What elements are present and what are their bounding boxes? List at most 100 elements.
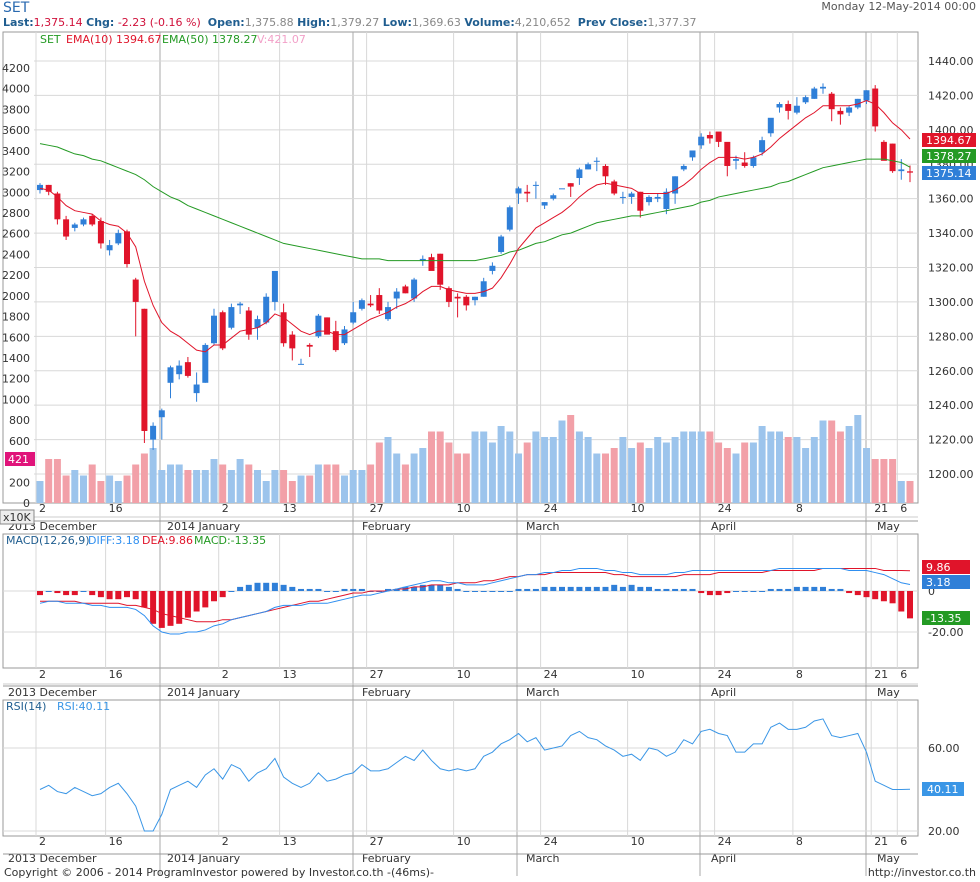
candle-body	[802, 97, 809, 103]
macd-bar	[445, 586, 452, 591]
rsi-panel-day-label: 24	[718, 835, 732, 848]
macd-bar	[846, 591, 853, 594]
ema50-line	[39, 143, 911, 262]
macd-bar	[863, 591, 870, 598]
rsi-line	[39, 718, 911, 832]
candle-body	[646, 196, 652, 203]
candle-body	[37, 184, 43, 191]
candle-body	[733, 159, 739, 161]
macd-tick-label: -20.00	[928, 626, 963, 639]
candle-body	[663, 191, 670, 209]
volume-tick-label: 2000	[2, 290, 30, 303]
site-link[interactable]: http://investor.co.th	[867, 866, 976, 879]
candle-body	[298, 363, 304, 365]
macd-legend-name: MACD(12,26,9)	[6, 534, 90, 547]
volume-tick-label: 2200	[2, 269, 30, 282]
macd-bar	[97, 591, 104, 598]
volume-bar	[280, 470, 288, 503]
macd-bar	[219, 591, 226, 598]
price-panel-month-label: March	[526, 520, 560, 533]
macd-panel-day-label: 8	[796, 668, 803, 681]
rsi-panel-day-label: 27	[370, 835, 384, 848]
volume-bar	[36, 481, 44, 503]
macd-bar	[358, 588, 365, 591]
rsi-panel-month-label: April	[711, 852, 736, 865]
candle-body	[350, 312, 357, 323]
macd-bar	[619, 586, 626, 591]
volume-bar	[758, 426, 766, 503]
open-value: 1,375.88	[244, 16, 294, 29]
legend-symbol: SET	[40, 33, 61, 46]
macd-bar	[489, 591, 496, 592]
volume-bar	[619, 437, 627, 503]
volume-bar	[332, 464, 340, 503]
candle-body	[71, 224, 78, 228]
macd-bar	[767, 588, 774, 591]
candle-body	[750, 157, 757, 166]
price-tick-label: 1320.00	[928, 262, 974, 275]
volume-bar	[549, 437, 557, 503]
candle-body	[437, 253, 444, 285]
macd-bar	[872, 591, 879, 600]
candle-body	[793, 105, 800, 113]
volume-bar	[680, 431, 688, 503]
diff-line	[39, 567, 911, 635]
macd-bar	[837, 588, 844, 591]
macd-panel-day-label: 27	[370, 668, 384, 681]
macd-bar	[654, 588, 661, 591]
macd-bar	[393, 588, 400, 591]
macd-bar	[63, 591, 70, 596]
macd-bar	[254, 582, 261, 591]
volume-bar	[593, 453, 601, 503]
volume-bar	[193, 470, 201, 503]
candle-body	[776, 104, 783, 108]
volume-bar	[488, 442, 496, 503]
candle-body	[428, 257, 435, 271]
volume-bar	[132, 464, 140, 503]
legend-volume: V:421.07	[257, 33, 306, 46]
macd-bar	[306, 588, 313, 591]
macd-bar	[341, 588, 348, 591]
macd-bar	[628, 584, 635, 591]
candle-body	[680, 165, 687, 170]
price-tick-label: 1420.00	[928, 89, 974, 102]
volume-bar	[575, 431, 583, 503]
price-tick-label: 1240.00	[928, 399, 974, 412]
datetime: Monday 12-May-2014 00:00	[821, 0, 976, 13]
volume-tick-label: 1400	[2, 352, 30, 365]
price-panel-month-label: April	[711, 520, 736, 533]
volume-bar	[158, 470, 166, 503]
candle-body	[689, 150, 696, 158]
candle-body	[628, 193, 635, 197]
candle-body	[472, 296, 478, 301]
price-panel-day-label: 21	[874, 502, 888, 515]
high-value: 1,379.27	[330, 16, 380, 29]
macd-bar	[54, 591, 61, 594]
volume-bar	[471, 431, 479, 503]
macd-bar	[141, 591, 148, 608]
volume-badge	[5, 452, 35, 466]
volume-bar	[558, 420, 566, 503]
volume-bar	[384, 437, 392, 503]
macd-bar	[907, 591, 913, 619]
candle-body	[115, 233, 122, 244]
volume-bar	[349, 470, 357, 503]
volume-tick-label: 0	[23, 497, 30, 510]
volume-tick-label: 600	[9, 435, 30, 448]
volume-bar	[123, 475, 131, 503]
candle-body	[515, 188, 522, 194]
candle-body	[158, 410, 165, 418]
macd-legend-dea: DEA:9.86	[142, 534, 193, 547]
macd-badge	[922, 575, 970, 589]
macd-bar	[419, 584, 426, 591]
rsi-panel-day-label: 24	[544, 835, 558, 848]
candle-body	[898, 169, 905, 172]
macd-badge-text: 3.18	[926, 576, 951, 589]
price-panel-day-label: 16	[109, 502, 123, 515]
candle-body	[567, 183, 574, 187]
volume-bar	[654, 437, 662, 503]
macd-bar	[733, 591, 739, 592]
price-badge-text: 1378.27	[926, 150, 972, 163]
volume-bar	[341, 475, 348, 503]
